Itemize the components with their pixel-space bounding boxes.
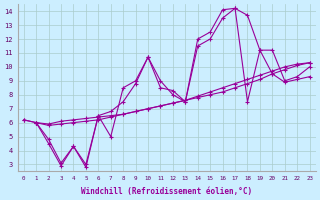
X-axis label: Windchill (Refroidissement éolien,°C): Windchill (Refroidissement éolien,°C)	[81, 187, 252, 196]
